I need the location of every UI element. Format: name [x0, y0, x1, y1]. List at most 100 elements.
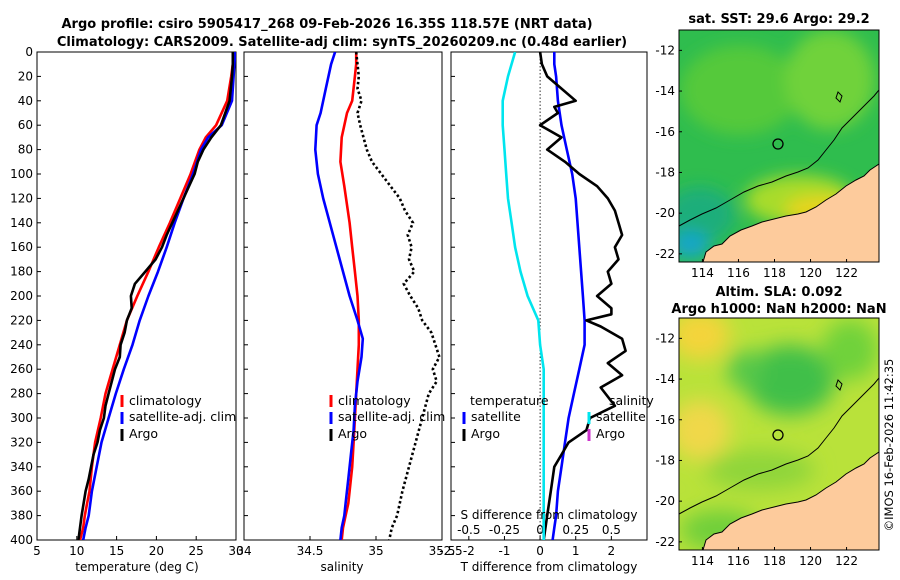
map-x-tick-label: 120 [799, 266, 822, 280]
map-x-tick-label: 114 [691, 266, 714, 280]
x2-tick-label: 0.5 [602, 523, 621, 537]
x-tick-label: 25 [189, 544, 204, 558]
sla-low-patch [822, 320, 878, 380]
difference-panel: -2.5 -2 -1 0 1 2 -0.5 -0.25 0 0.25 0.5 [439, 51, 648, 558]
x-tick-label: 0 [536, 544, 544, 558]
series-group [313, 52, 441, 540]
x-tick-label: 1 [572, 544, 580, 558]
sla-coast-detail [835, 379, 843, 391]
x2-tick-label: 0.25 [562, 523, 589, 537]
series-line-climatology [339, 52, 361, 540]
map-y-tick-label: -20 [655, 206, 675, 220]
y-tick-label: 320 [10, 435, 33, 449]
map-y-tick-label: -16 [655, 413, 675, 427]
temperature-panel: 5 10 15 20 25 3002040608010012014016018020022… [10, 45, 244, 558]
series-line-satellite-adj-clim [81, 52, 236, 540]
salinity-legend: climatology satellite-adj. clim Argo [329, 393, 445, 441]
legend-label-climatology: climatology [129, 393, 202, 408]
x-tick-label: 35 [368, 544, 383, 558]
map-x-tick-label: 120 [799, 554, 822, 568]
sla-low-patch [705, 450, 815, 490]
legend-label-argo: Argo [129, 426, 158, 441]
map-y-tick-label: -18 [655, 165, 675, 179]
series-line-climatology [78, 52, 235, 540]
map-y-tick-label: -14 [655, 84, 675, 98]
map-y-tick-label: -12 [655, 331, 675, 345]
map-x-tick-label: 114 [691, 554, 714, 568]
sst-isobath [679, 89, 879, 227]
y-tick-label: 140 [10, 216, 33, 230]
x-tick-label: 30 [228, 544, 243, 558]
y-tick-label: 260 [10, 362, 33, 376]
map-y-tick-label: -22 [655, 247, 675, 261]
series-line-temperature-argo [538, 52, 627, 540]
sst-cool-patch [679, 231, 710, 259]
series-group [501, 52, 627, 540]
x-tick-label: -2.5 [439, 544, 462, 558]
imos-credit: ©IMOS 16-Feb-2026 11:42:35 [882, 359, 896, 532]
y-tick-label: 80 [18, 143, 33, 157]
sst-cool-patch [679, 187, 735, 243]
y-tick-label: 180 [10, 265, 33, 279]
difference-legend: temperature salinity satellite Argo sate… [462, 393, 654, 441]
sla-map-title-line1: Altim. SLA: 0.092 [716, 285, 843, 300]
y-tick-label: 0 [25, 45, 33, 59]
sla-low-patch [727, 350, 763, 390]
series-line-temperature-satellite [551, 52, 586, 540]
y-tick-label: 280 [10, 387, 33, 401]
map-x-tick-label: 122 [835, 266, 858, 280]
sla-isobath [679, 377, 879, 515]
x2-tick-label: 0 [536, 523, 544, 537]
salinity-xlabel: salinity [320, 560, 363, 574]
map-y-tick-label: -18 [655, 453, 675, 467]
sst-map-title: sat. SST: 29.6 Argo: 29.2 [688, 12, 869, 27]
sst-warm-patch [785, 30, 875, 130]
y-tick-label: 40 [18, 94, 33, 108]
y-tick-label: 160 [10, 240, 33, 254]
y-tick-label: 100 [10, 167, 33, 181]
legend-label-salinity-argo: Argo [596, 426, 625, 441]
sla-land [702, 451, 879, 550]
sla-map [678, 317, 880, 551]
x-tick-label: 10 [69, 544, 84, 558]
salinity-panel: 34 34.5 35 35.5 [236, 51, 455, 558]
series-line-salinity-satellite [501, 52, 546, 540]
sla-map-frame [678, 317, 880, 551]
x-tick-label: 34 [236, 544, 251, 558]
x-tick-label: -1 [498, 544, 510, 558]
figure-title-line1: Argo profile: csiro 5905417_268 09-Feb-2… [61, 17, 592, 32]
x-tick-label: 20 [149, 544, 164, 558]
sla-argo-position-marker [772, 429, 784, 441]
y-tick-label: 340 [10, 460, 33, 474]
sst-warm-patch [680, 45, 800, 135]
legend-title-temperature: temperature [470, 393, 549, 408]
sla-high-patch [679, 318, 730, 360]
temperature-legend: climatology satellite-adj. clim Argo [120, 393, 236, 441]
legend-label-satellite: satellite-adj. clim [129, 409, 236, 424]
map-x-tick-label: 118 [763, 554, 786, 568]
sla-low-patch [745, 345, 835, 415]
map-ticks: 114 116 118 120 122 -12 -14 -16 -18 -20 -22 114 116 1… [655, 43, 858, 568]
series-line-satellite-adj-clim [313, 52, 365, 540]
map-x-tick-label: 116 [727, 266, 750, 280]
plot-frame [243, 51, 443, 541]
y-tick-label: 380 [10, 509, 33, 523]
series-line-argo [354, 52, 441, 540]
sst-coast-detail [835, 91, 843, 103]
map-x-tick-label: 118 [763, 266, 786, 280]
figure-title-line2: Climatology: CARS2009. Satellite-adj cli… [57, 35, 627, 50]
map-x-tick-label: 122 [835, 554, 858, 568]
x-tick-label: 34.5 [297, 544, 324, 558]
x-tick-label: 2 [608, 544, 616, 558]
map-y-tick-label: -20 [655, 494, 675, 508]
y-tick-label: 220 [10, 313, 33, 327]
temperature-xlabel: temperature (deg C) [75, 560, 198, 574]
map-y-tick-label: -22 [655, 535, 675, 549]
x-tick-label: 15 [109, 544, 124, 558]
x2-tick-label: -0.5 [457, 523, 480, 537]
y-tick-label: 240 [10, 338, 33, 352]
y-tick-label: 400 [10, 533, 33, 547]
legend-title-salinity: salinity [609, 393, 654, 408]
map-x-tick-label: 116 [727, 554, 750, 568]
